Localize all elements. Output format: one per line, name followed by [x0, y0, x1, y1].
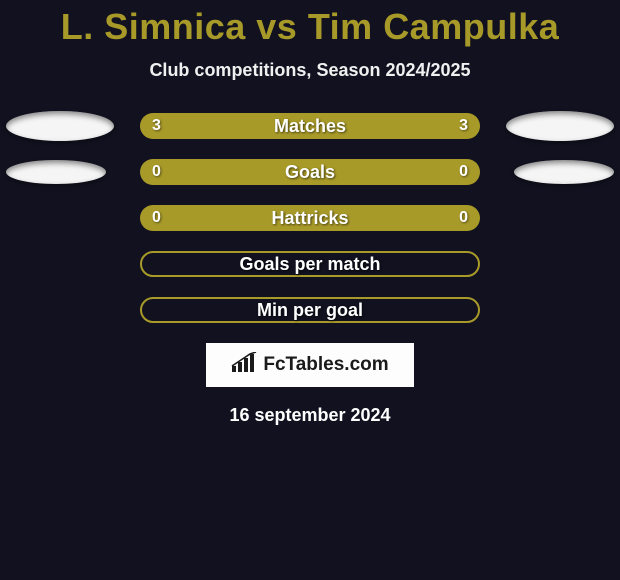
stat-row: Min per goal: [0, 297, 620, 323]
stat-row: Goals per match: [0, 251, 620, 277]
right-puck: [506, 111, 614, 141]
stat-label: Goals: [140, 162, 480, 183]
stat-label: Matches: [140, 116, 480, 137]
logo-box: FcTables.com: [206, 343, 414, 387]
left-puck: [6, 160, 106, 184]
right-puck: [514, 160, 614, 184]
stat-left-value: 0: [152, 205, 161, 231]
page-title: L. Simnica vs Tim Campulka: [0, 6, 620, 48]
subtitle: Club competitions, Season 2024/2025: [0, 60, 620, 81]
stat-bar: Min per goal: [140, 297, 480, 323]
stat-bar: 0 0Goals: [140, 159, 480, 185]
logo-chart-icon: [231, 352, 257, 379]
stat-rows: 33Matches00Goals00HattricksGoals per mat…: [0, 113, 620, 323]
stat-bar: 0 0Hattricks: [140, 205, 480, 231]
stat-left-value: 0: [152, 159, 161, 185]
comparison-infographic: L. Simnica vs Tim Campulka Club competit…: [0, 6, 620, 580]
stat-row: 3 3Matches: [0, 113, 620, 139]
stat-label: Hattricks: [140, 208, 480, 229]
stat-right-value: 0: [459, 159, 468, 185]
stat-right-value: 3: [459, 113, 468, 139]
stat-left-value: 3: [152, 113, 161, 139]
date-text: 16 september 2024: [0, 405, 620, 426]
stat-bar: Goals per match: [140, 251, 480, 277]
stat-label: Goals per match: [142, 254, 478, 275]
logo-text: FcTables.com: [263, 354, 388, 376]
stat-right-value: 0: [459, 205, 468, 231]
stat-label: Min per goal: [142, 300, 478, 321]
stat-row: 0 0Hattricks: [0, 205, 620, 231]
stat-bar: 3 3Matches: [140, 113, 480, 139]
left-puck: [6, 111, 114, 141]
stat-row: 0 0Goals: [0, 159, 620, 185]
